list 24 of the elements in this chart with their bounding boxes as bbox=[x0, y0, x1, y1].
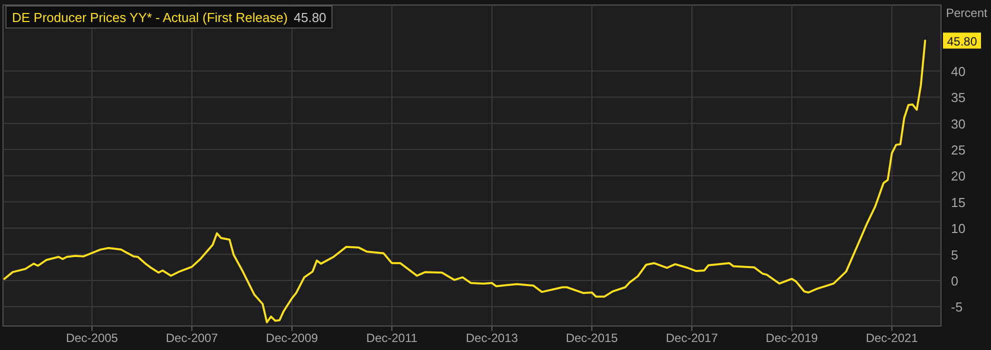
y-tick-label: 40 bbox=[951, 64, 966, 79]
y-tick-label: 20 bbox=[951, 168, 966, 184]
x-tick-label: Dec-2013 bbox=[466, 331, 518, 345]
y-tick-label: 15 bbox=[951, 194, 966, 210]
x-tick-label: Dec-2007 bbox=[166, 331, 218, 345]
x-tick-label: Dec-2019 bbox=[766, 331, 818, 345]
x-tick-label: Dec-2009 bbox=[266, 331, 318, 345]
x-tick-label: Dec-2011 bbox=[366, 331, 418, 345]
x-tick-label: Dec-2005 bbox=[66, 331, 118, 345]
y-tick-label: 10 bbox=[951, 221, 966, 236]
y-tick-label: 25 bbox=[951, 142, 966, 158]
y-tick-label: -5 bbox=[951, 300, 963, 315]
data-label: 45.80 bbox=[946, 34, 978, 49]
x-tick-label: Dec-2021 bbox=[866, 331, 918, 345]
x-tick-label: Dec-2017 bbox=[666, 331, 718, 345]
x-tick-label: Dec-2015 bbox=[566, 331, 618, 345]
y-tick-label: 5 bbox=[951, 247, 958, 262]
y-tick-label: 0 bbox=[951, 273, 958, 288]
y-axis-title: Percent bbox=[946, 6, 988, 20]
text: DE Producer Prices YY* - Actual (First Release) bbox=[12, 10, 288, 25]
text: 45.80 bbox=[294, 10, 326, 25]
line-series bbox=[3, 40, 926, 324]
y-tick-label: 30 bbox=[951, 116, 966, 132]
y-tick-label: 35 bbox=[951, 90, 966, 106]
